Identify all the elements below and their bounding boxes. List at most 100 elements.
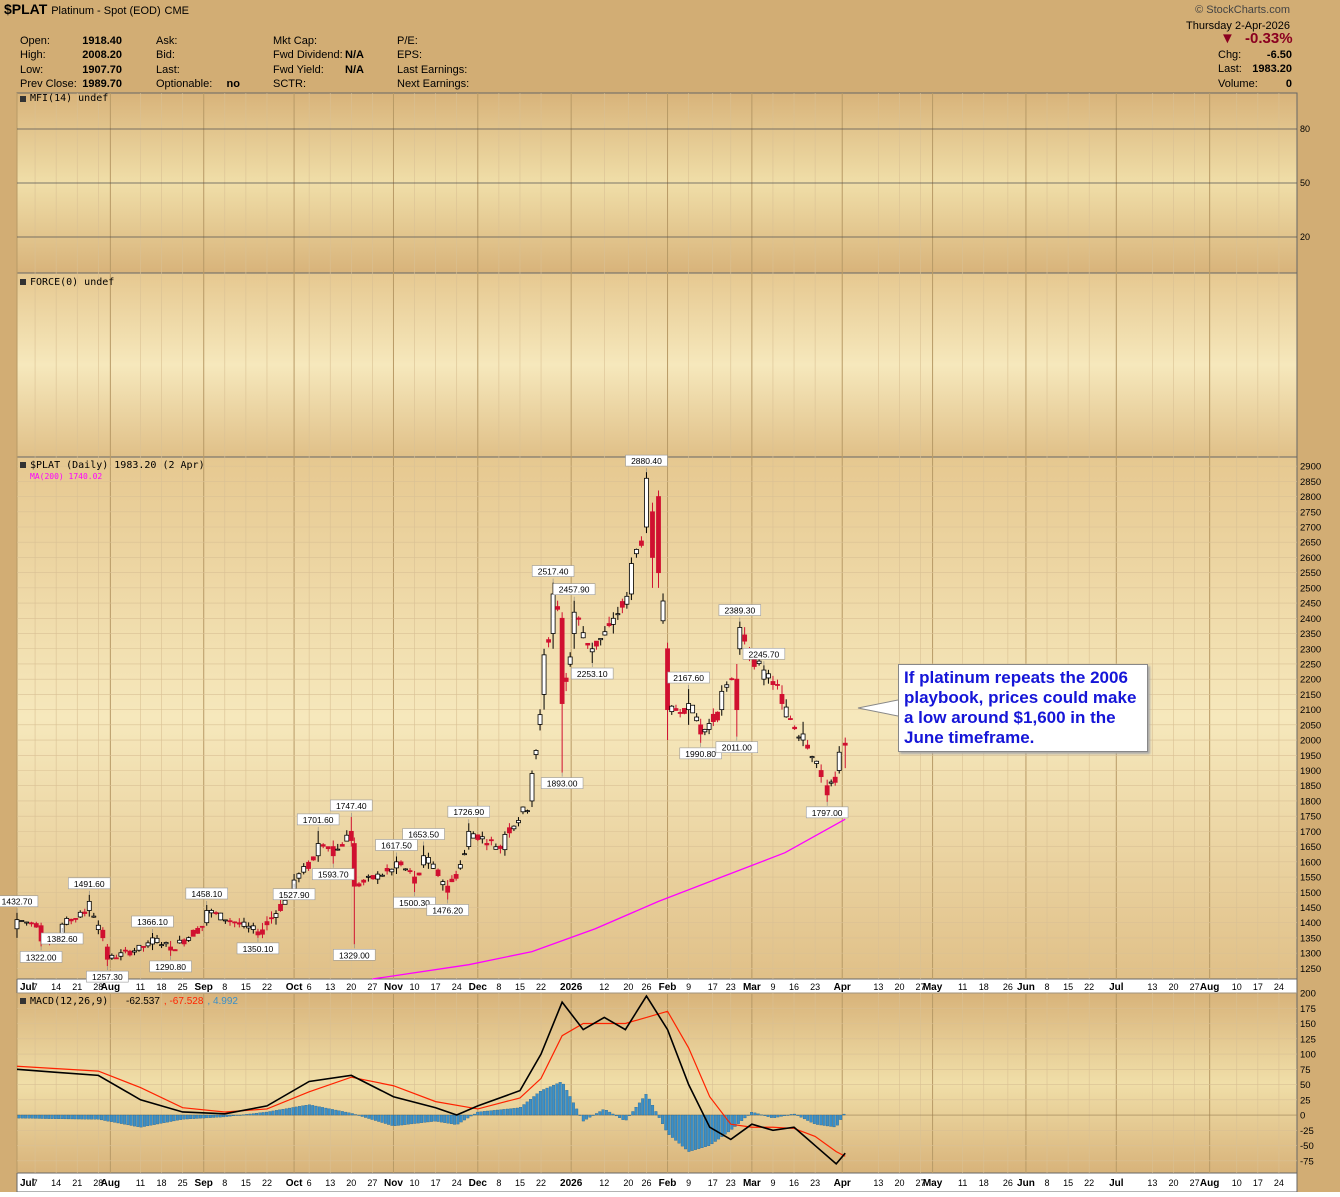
x-tick-label: Oct [286,982,303,993]
histogram-bar [684,1114,688,1150]
candle-body [634,548,639,555]
annotation-label: 1593.70 [318,870,349,880]
histogram-bar [727,1114,730,1133]
annotation-box [19,951,63,963]
x-tick-label: 15 [515,982,525,992]
x-tick-label: 11 [136,982,145,992]
candle-body [555,606,561,610]
histogram-bar [241,1114,245,1116]
histogram-bar [284,1108,288,1116]
histogram-bar [47,1114,51,1119]
exchange: CME [164,5,189,17]
histogram-bar [793,1113,796,1116]
histogram-bar [126,1114,130,1126]
earnings-field-label: Last Earnings: [397,63,468,76]
histogram-bar [463,1114,466,1121]
macd-value: -62.537 [126,996,160,1007]
histogram-bar [232,1114,235,1117]
candle-body [624,595,630,605]
x-tick-label: 9 [686,982,691,992]
price-tick-label: 2000 [1300,736,1321,747]
x-tick-label: 2026 [560,1178,583,1189]
histogram-bar [314,1105,318,1116]
quote-field-label: Low: [20,63,44,76]
x-tick-label: May [923,982,943,993]
callout-pointer [857,699,899,717]
histogram-bar [162,1114,166,1123]
histogram-bar [109,1114,113,1122]
histogram-bar [631,1111,635,1116]
histogram-bar [291,1107,295,1116]
fundamental-field-label: Fwd Yield: [273,63,324,76]
histogram-bar [136,1114,140,1127]
x-tick-label: 13 [325,1178,335,1188]
x-tick-label: Jun [1017,1178,1035,1189]
histogram-bar [321,1107,325,1116]
candle-body [421,855,426,866]
histogram-bar [581,1114,585,1122]
summary-field-label: Last: [1218,63,1242,76]
candle-body [77,911,83,918]
price-tick-label: 2600 [1300,553,1321,564]
x-tick-label: 15 [241,1178,251,1188]
histogram-bar [535,1093,539,1116]
x-tick-label: 22 [536,982,546,992]
price-tick-label: 1650 [1300,842,1321,853]
histogram-bar [799,1114,803,1118]
macd-panel [16,992,1298,1174]
histogram-bar [268,1111,272,1116]
annotation-box [330,799,373,812]
histogram-bar [839,1114,843,1120]
histogram-bar [298,1106,301,1116]
candle-body [567,656,573,665]
price-tick-label: 1750 [1300,812,1321,823]
histogram-bar [453,1114,457,1125]
candle-body [698,724,704,735]
candle-body [525,810,530,813]
summary-field-value: 1983.20 [1252,63,1292,76]
histogram-bar [142,1114,146,1127]
histogram-bar [651,1105,655,1116]
histogram-bar [713,1114,717,1142]
annotation-box [236,942,280,955]
price-tick-label: 2150 [1300,690,1321,701]
candle-body [541,654,547,695]
earnings-field-label: EPS: [397,49,423,62]
mfi-label: MFI(14) undef [30,93,108,104]
candle-body [673,708,679,711]
histogram-bar [139,1114,143,1128]
candle-body [255,931,261,936]
x-tick-label: Apr [834,982,851,993]
histogram-bar [274,1110,278,1116]
candle-body [440,881,446,886]
annotation-box [447,805,490,818]
histogram-bar [258,1112,262,1116]
candle-body [351,843,357,887]
candle-body [571,611,577,634]
candle-body [475,834,481,840]
candle-body [365,875,371,878]
candle-body [282,899,288,905]
histogram-bar [159,1114,163,1124]
histogram-bar [637,1102,641,1116]
histogram-bar [169,1114,173,1122]
histogram-bar [700,1114,704,1148]
candle-body [606,623,612,627]
price-tick-label: 1950 [1300,751,1321,762]
x-tick-label: 20 [1169,982,1179,992]
histogram-bar [70,1114,74,1120]
histogram-bar [703,1114,707,1147]
candle-body [82,911,88,914]
candle-body [842,742,848,746]
summary-field-label: Volume: [1218,77,1258,90]
x-tick-label: 2026 [560,982,583,993]
annotation-label: 2167.60 [673,673,704,683]
histogram-bar [304,1105,308,1116]
x-tick-label: 8 [496,982,501,992]
histogram-bar [129,1114,133,1126]
histogram-bar [644,1094,648,1116]
histogram-bar [809,1114,813,1123]
candle-body [296,873,302,879]
macd-tick-label: 75 [1300,1065,1311,1076]
